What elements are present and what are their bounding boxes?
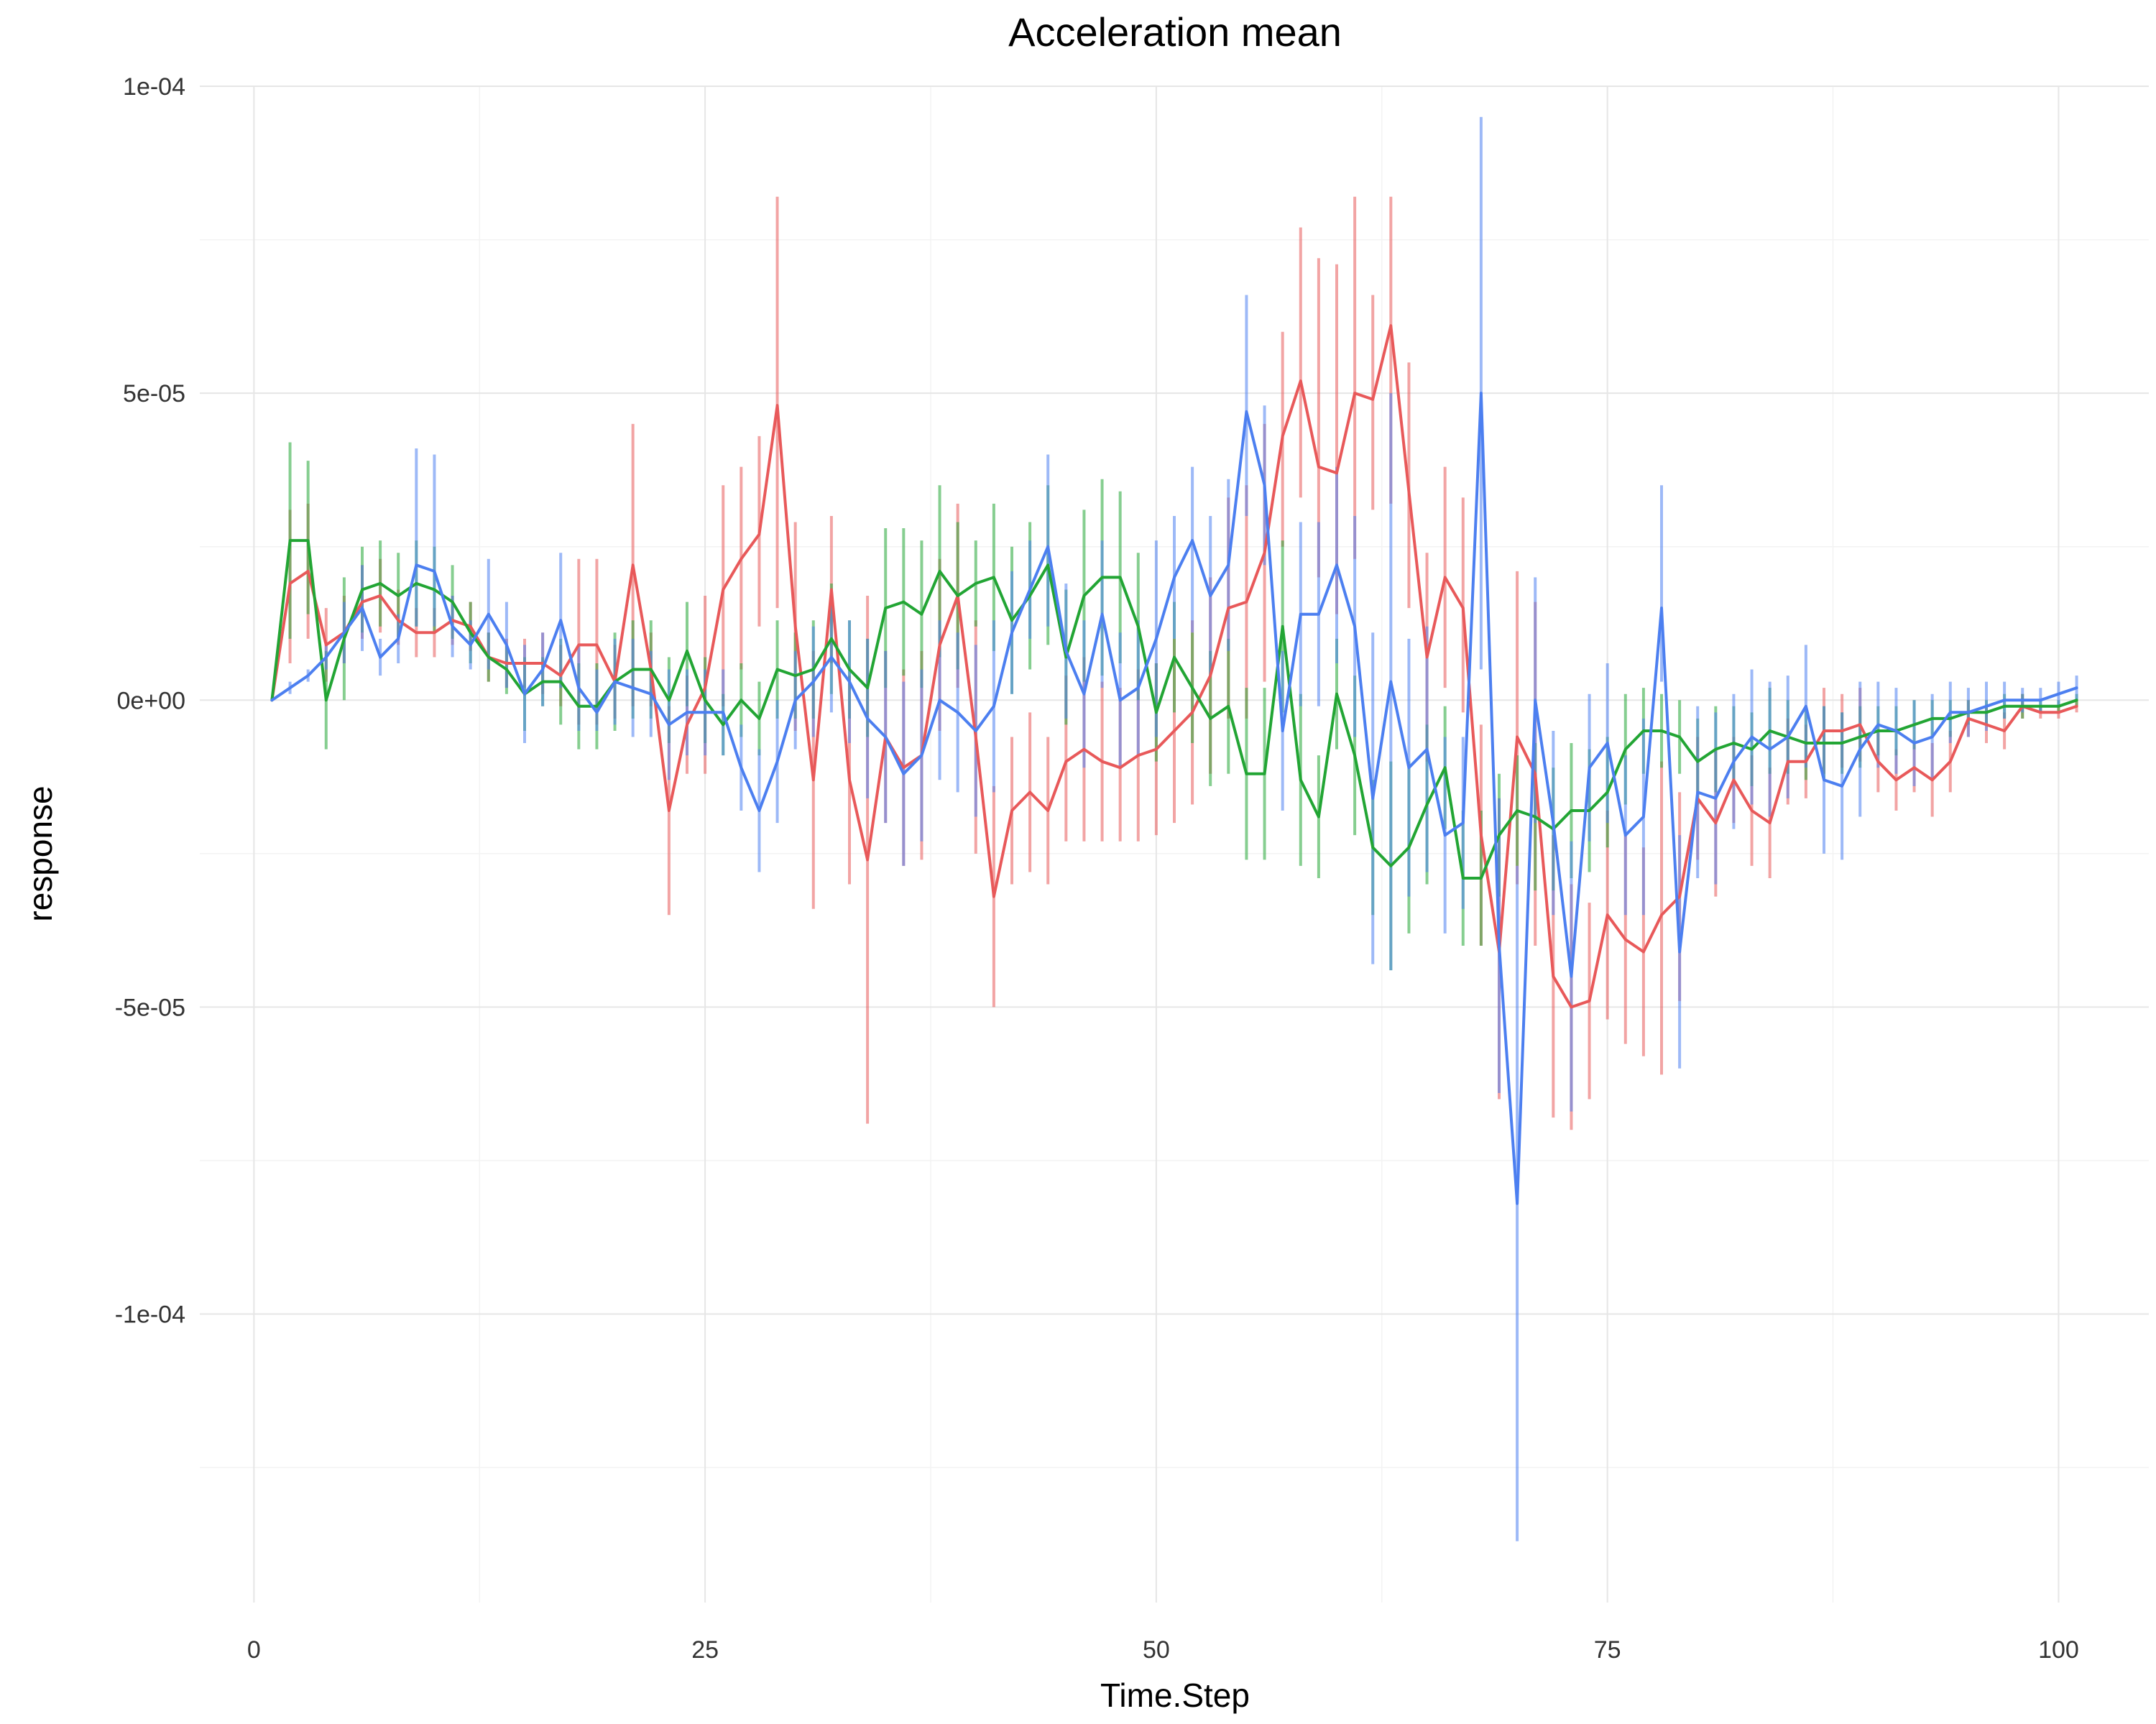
y-tick-label: 0e+00 xyxy=(117,687,186,714)
x-tick-label: 50 xyxy=(1143,1636,1170,1664)
y-tick-label: 5e-05 xyxy=(123,380,185,407)
series-line-3 xyxy=(270,392,2078,1205)
x-tick-label: 75 xyxy=(1594,1636,1621,1664)
y-tick-label: -1e-04 xyxy=(115,1301,185,1329)
series-line-1 xyxy=(270,324,2078,1009)
y-axis-label: response xyxy=(22,785,59,921)
x-tick-label: 0 xyxy=(247,1636,261,1664)
y-tick-label: -5e-05 xyxy=(115,994,185,1021)
x-axis-label: Time.Step xyxy=(1100,1677,1250,1714)
grid xyxy=(200,86,2149,1603)
x-tick-label: 25 xyxy=(691,1636,719,1664)
error-bars xyxy=(288,116,2078,1541)
series-line-2 xyxy=(270,539,2078,880)
chart-title: Acceleration mean xyxy=(1008,9,1342,55)
series-lines xyxy=(270,324,2078,1205)
y-tick-label: 1e-04 xyxy=(123,73,185,101)
y-axis-ticks: -1e-04 -5e-05 0e+00 5e-05 1e-04 xyxy=(115,73,185,1329)
x-tick-label: 100 xyxy=(2038,1636,2079,1664)
x-axis-ticks: 0 25 50 75 100 xyxy=(247,1636,2079,1664)
